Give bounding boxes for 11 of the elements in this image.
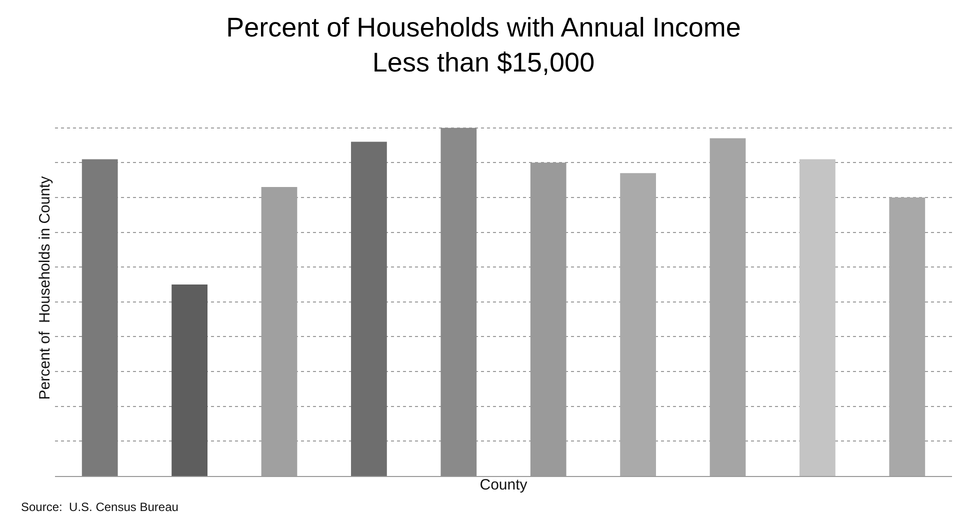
bar [620,173,656,476]
y-axis-title: Percent of Households in County [36,176,54,400]
bar [800,159,836,476]
chart-title: Percent of Households with Annual Income Less than $15,000 [226,12,741,78]
x-axis-title: County [480,476,528,494]
bar [351,142,387,476]
bar [172,284,208,476]
source-note: Source: U.S. Census Bureau [21,500,178,514]
bar [82,159,118,476]
bar [440,128,477,476]
bar [889,197,926,476]
